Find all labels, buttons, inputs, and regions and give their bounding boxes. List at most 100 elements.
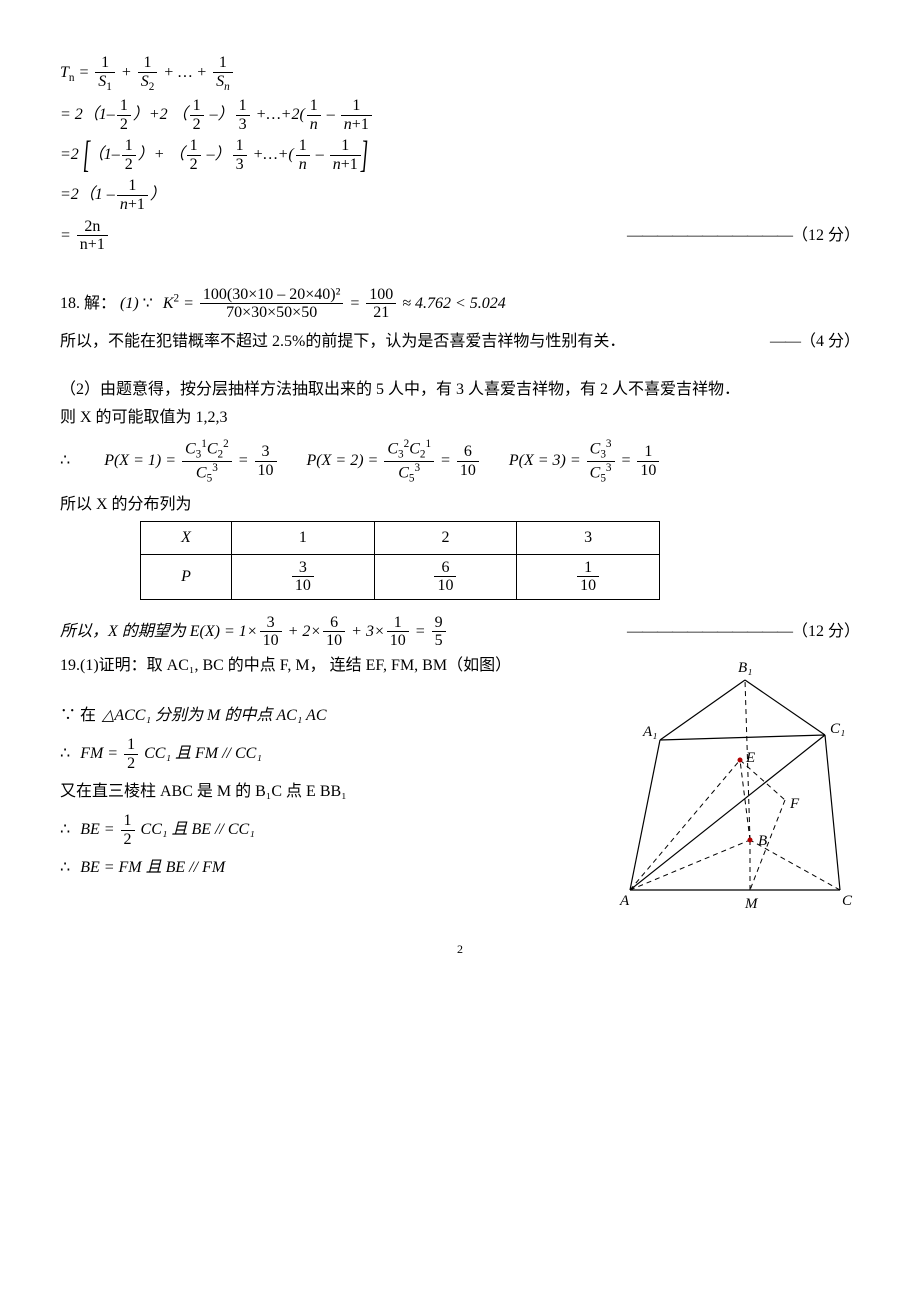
k2-approx: ≈ 4.762 < 5.024 [402, 295, 506, 312]
dash-12b [627, 623, 792, 640]
k2-num: 100(30×10 – 20×40)² [200, 286, 344, 305]
p19-l1b: △ACC₁ 分别为 M 的中点 AC₁ AC [102, 707, 326, 724]
ep2: + 3× [347, 623, 385, 640]
p3n: 1 [637, 443, 659, 462]
score-12b: （12 分） [627, 620, 860, 644]
eq-Tn-l3a: =2（1 – [60, 186, 115, 203]
distribution-table: X 1 2 3 P 310 610 110 [140, 521, 660, 600]
p18-part2-intro: （2）由题意得，按分层抽样方法抽取出来的 5 人中，有 3 人喜爱吉祥物，有 2… [60, 378, 860, 402]
eq-Tn-l3b: ） [150, 186, 166, 203]
p19-l2: ∴ FM = 12 CC₁ 且 FM // CC₁ [60, 736, 600, 772]
p19-row: 19.(1)证明：取 AC₁, BC 的中点 F, M， 连结 EF, FM, … [60, 650, 860, 910]
table-row: P 310 610 110 [141, 554, 660, 599]
l4post: CC₁ 且 BE // CC₁ [141, 821, 255, 838]
page-number: 2 [60, 940, 860, 958]
l4d: 2 [121, 831, 135, 849]
score-12a: （12 分） [627, 224, 860, 248]
p19-l3: 又在直三棱柱 ABC 是 M 的 B₁C 点 E BB₁ [60, 780, 600, 804]
th-2: 2 [374, 521, 517, 554]
p18-conclusion: 所以，不能在犯错概率不超过 2.5%的前提下，认为是否喜爱吉祥物与性别有关． [60, 330, 625, 354]
tn-den: n+1 [77, 236, 108, 254]
eq-Tn-line2: =2[（1–12）+ （12 –）13 +…+(1n – 1n+1] [60, 137, 860, 173]
l4n: 1 [121, 812, 135, 831]
p18-conclusion-row: 所以，不能在犯错概率不超过 2.5%的前提下，认为是否喜爱吉祥物与性别有关． （… [60, 330, 860, 354]
e3n: 1 [387, 614, 409, 633]
lbl-F: F [789, 796, 800, 812]
dist-label: 所以 X 的分布列为 [60, 493, 860, 517]
l2post: CC₁ 且 FM // CC₁ [144, 745, 262, 762]
lbl-C: C [842, 893, 853, 909]
expectation-row: 所以，X 的期望为 E(X) = 1×310 + 2×610 + 3×110 =… [60, 614, 860, 650]
lbl-M: M [744, 896, 759, 910]
tp3n: 1 [577, 559, 599, 578]
p2d: 10 [457, 462, 479, 480]
p18-prefix: 18. 解： [60, 292, 116, 316]
p3d: 10 [637, 462, 659, 480]
lbl-B1: B₁ [738, 660, 752, 676]
ern: 9 [432, 614, 446, 633]
p18-Xvals: 则 X 的可能取值为 1,2,3 [60, 406, 860, 430]
therefore-icon-2: ∴ [60, 742, 70, 766]
l5eq: BE = FM 且 BE // FM [80, 859, 225, 876]
p19-l4: ∴ BE = 12 CC₁ 且 BE // CC₁ [60, 812, 600, 848]
p19-l1: ∵ 在 △ACC₁ 分别为 M 的中点 AC₁ AC [60, 704, 600, 728]
eq-Tn-line0: Tn = 1S1 + 1S2 + … + 1Sn [60, 54, 860, 93]
score-12a-text: （12 分） [792, 227, 860, 244]
eq-Tn-line1: = 2（1–12）+2 （12 –）13 +…+2(1n – 1n+1 [60, 97, 860, 133]
lbl-C1: C₁ [830, 721, 845, 737]
p2n: 6 [457, 443, 479, 462]
prism-figure: A M C B A₁ B₁ C₁ E F [610, 650, 860, 910]
lbl-A1: A₁ [642, 724, 657, 740]
lbl-A: A [619, 893, 630, 909]
p18-prob-row: ∴ P(X = 1) = C31C22C53 = 310 P(X = 2) = … [60, 438, 860, 485]
therefore-icon-3: ∴ [60, 818, 70, 842]
score-12b-text: （12 分） [792, 623, 860, 640]
score-4: （4 分） [770, 330, 860, 354]
l2d: 2 [124, 755, 138, 773]
e1n: 3 [260, 614, 282, 633]
exp-pre: 所以，X 的期望为 E(X) = 1× [60, 623, 258, 640]
l4pre: BE = [80, 821, 114, 838]
k2-md: 21 [366, 304, 396, 322]
score-4-text: （4 分） [800, 333, 860, 350]
eq-Tn-result: = 2nn+1 [60, 218, 110, 254]
l2n: 1 [124, 736, 138, 755]
expectation-eq: 所以，X 的期望为 E(X) = 1×310 + 2×610 + 3×110 =… [60, 614, 448, 650]
eeq: = [411, 623, 430, 640]
therefore-icon-1: ∴ [60, 449, 70, 473]
th-1: 1 [232, 521, 375, 554]
lbl-E: E [745, 750, 755, 766]
k2-mn: 100 [366, 286, 396, 305]
e2d: 10 [323, 632, 345, 650]
tp1d: 10 [292, 577, 314, 595]
ep1: + 2× [284, 623, 322, 640]
table-row: X 1 2 3 [141, 521, 660, 554]
p1d: 10 [255, 462, 277, 480]
th-P: P [181, 568, 191, 585]
p19-intro: 19.(1)证明：取 AC₁, BC 的中点 F, M， 连结 EF, FM, … [60, 654, 600, 678]
lbl-B: B [758, 833, 767, 849]
tp1n: 3 [292, 559, 314, 578]
eq-Tn-result-row: = 2nn+1 （12 分） [60, 218, 860, 254]
e1d: 10 [260, 632, 282, 650]
th-3: 3 [517, 521, 660, 554]
because-icon: ∵ [143, 295, 153, 312]
tn-num: 2n [77, 218, 108, 237]
p19-l5: ∴ BE = FM 且 BE // FM [60, 856, 600, 880]
p18-line1: 18. 解： (1) ∵ K2 = 100(30×10 – 20×40)²70×… [60, 286, 860, 322]
tp2d: 10 [434, 577, 456, 595]
e2n: 6 [323, 614, 345, 633]
eq-Tn-line3: =2（1 –1n+1） [60, 177, 860, 213]
tp3d: 10 [577, 577, 599, 595]
e3d: 10 [387, 632, 409, 650]
p1n: 3 [255, 443, 277, 462]
tp2n: 6 [434, 559, 456, 578]
dash-4 [770, 333, 800, 350]
th-X: X [181, 529, 191, 546]
therefore-icon-4: ∴ [60, 859, 70, 876]
because-icon-2: ∵ 在 [60, 707, 96, 724]
dash-12a [627, 227, 792, 244]
k2-den: 70×30×50×50 [200, 304, 344, 322]
p18-part1: (1) [120, 295, 139, 312]
l2pre: FM = [80, 745, 118, 762]
